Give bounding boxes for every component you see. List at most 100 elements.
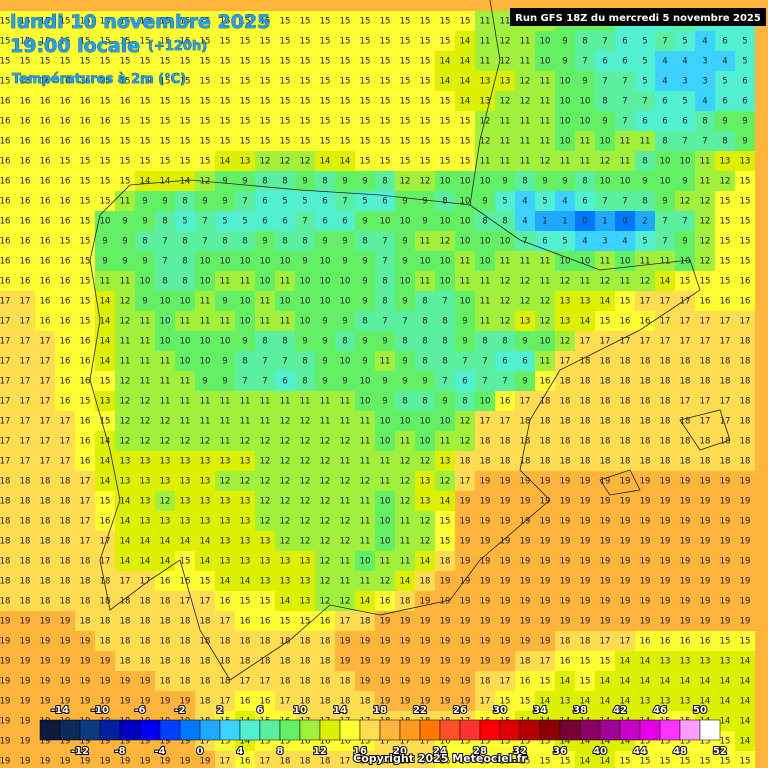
- temperature-value: 17: [60, 437, 71, 447]
- temperature-cell: [0, 91, 15, 111]
- temperature-value: 19: [660, 537, 671, 547]
- temperature-value: 15: [80, 157, 91, 167]
- temperature-value: 15: [180, 57, 191, 67]
- temperature-value: 11: [520, 157, 531, 167]
- temperature-cell: [15, 11, 35, 31]
- temperature-cell: [135, 151, 155, 171]
- temperature-cell: [55, 131, 75, 151]
- temperature-cell: [155, 171, 175, 191]
- temperature-value: 18: [740, 337, 751, 347]
- temperature-value: 11: [540, 257, 551, 267]
- temperature-value: 10: [560, 97, 571, 107]
- field-title: Températures à 2m (°C): [12, 72, 186, 87]
- legend-swatch: [579, 719, 601, 741]
- temperature-value: 19: [740, 497, 751, 507]
- legend-swatch: [339, 719, 361, 741]
- temperature-value: 19: [540, 637, 551, 647]
- temperature-value: 12: [280, 517, 291, 527]
- temperature-cell: [735, 31, 755, 51]
- temperature-value: 19: [420, 637, 431, 647]
- temperature-value: 11: [380, 557, 391, 567]
- temperature-value: 19: [740, 617, 751, 627]
- legend-tick-label: 26: [453, 705, 467, 716]
- temperature-cell: [535, 131, 555, 151]
- temperature-value: 19: [420, 657, 431, 667]
- temperature-cell: [495, 91, 515, 111]
- legend-tick-label: -4: [154, 746, 165, 757]
- temperature-cell: [475, 131, 495, 151]
- temperature-value: 10: [100, 217, 111, 227]
- temperature-value: 10: [480, 397, 491, 407]
- temperature-value: 15: [660, 757, 671, 767]
- temperature-cell: [35, 51, 55, 71]
- temperature-value: 15: [280, 97, 291, 107]
- temperature-value: 18: [580, 637, 591, 647]
- temperature-value: 11: [220, 277, 231, 287]
- temperature-value: 14: [100, 297, 111, 307]
- temperature-value: 18: [620, 457, 631, 467]
- temperature-value: 7: [662, 37, 667, 47]
- temperature-value: 18: [160, 597, 171, 607]
- temperature-value: 19: [700, 477, 711, 487]
- temperature-value: 19: [0, 657, 10, 667]
- temperature-value: 12: [140, 417, 151, 427]
- temperature-value: 8: [402, 337, 407, 347]
- temperature-value: 9: [682, 237, 687, 247]
- temperature-value: 19: [460, 537, 471, 547]
- temperature-cell: [735, 151, 755, 171]
- temperature-value: 16: [80, 377, 91, 387]
- temperature-value: 9: [222, 297, 227, 307]
- temperature-value: 15: [80, 217, 91, 227]
- temperature-value: 13: [660, 657, 671, 667]
- temperature-value: 7: [602, 77, 607, 87]
- temperature-cell: [115, 111, 135, 131]
- temperature-cell: [355, 51, 375, 71]
- temperature-value: 9: [442, 397, 447, 407]
- temperature-value: 15: [720, 257, 731, 267]
- temperature-value: 9: [122, 237, 127, 247]
- temperature-value: 15: [200, 57, 211, 67]
- temperature-cell: [215, 71, 235, 91]
- temperature-cell: [695, 31, 715, 51]
- temperature-value: 12: [340, 517, 351, 527]
- temperature-value: 13: [160, 477, 171, 487]
- temperature-cell: [75, 131, 95, 151]
- temperature-value: 15: [360, 57, 371, 67]
- temperature-cell: [195, 11, 215, 31]
- temperature-value: 19: [60, 637, 71, 647]
- temperature-value: 11: [180, 317, 191, 327]
- temperature-value: 5: [642, 37, 647, 47]
- temperature-value: 19: [0, 737, 10, 747]
- temperature-value: 15: [260, 37, 271, 47]
- temperature-value: 17: [40, 397, 51, 407]
- temperature-value: 15: [620, 297, 631, 307]
- temperature-cell: [15, 171, 35, 191]
- temperature-value: 15: [240, 597, 251, 607]
- legend-swatch: [259, 719, 281, 741]
- temperature-value: 15: [280, 17, 291, 27]
- temperature-value: 4: [662, 57, 667, 67]
- temperature-value: 8: [582, 37, 587, 47]
- temperature-value: 16: [0, 137, 10, 147]
- temperature-value: 6: [282, 377, 287, 387]
- temperature-cell: [215, 111, 235, 131]
- temperature-value: 8: [282, 177, 287, 187]
- temperature-value: 19: [200, 757, 211, 767]
- temperature-value: 15: [100, 377, 111, 387]
- temperature-value: 11: [140, 377, 151, 387]
- temperature-value: 18: [540, 417, 551, 427]
- temperature-cell: [455, 91, 475, 111]
- temperature-value: 9: [662, 197, 667, 207]
- temperature-cell: [135, 191, 155, 211]
- temperature-value: 12: [300, 517, 311, 527]
- temperature-value: 16: [0, 197, 10, 207]
- temperature-cell: [175, 11, 195, 31]
- temperature-value: 17: [20, 437, 31, 447]
- temperature-value: 6: [582, 197, 587, 207]
- temperature-cell: [715, 111, 735, 131]
- temperature-cell: [195, 151, 215, 171]
- temperature-value: 8: [262, 337, 267, 347]
- temperature-cell: [75, 151, 95, 171]
- temperature-cell: [575, 31, 595, 51]
- temperature-value: 19: [600, 497, 611, 507]
